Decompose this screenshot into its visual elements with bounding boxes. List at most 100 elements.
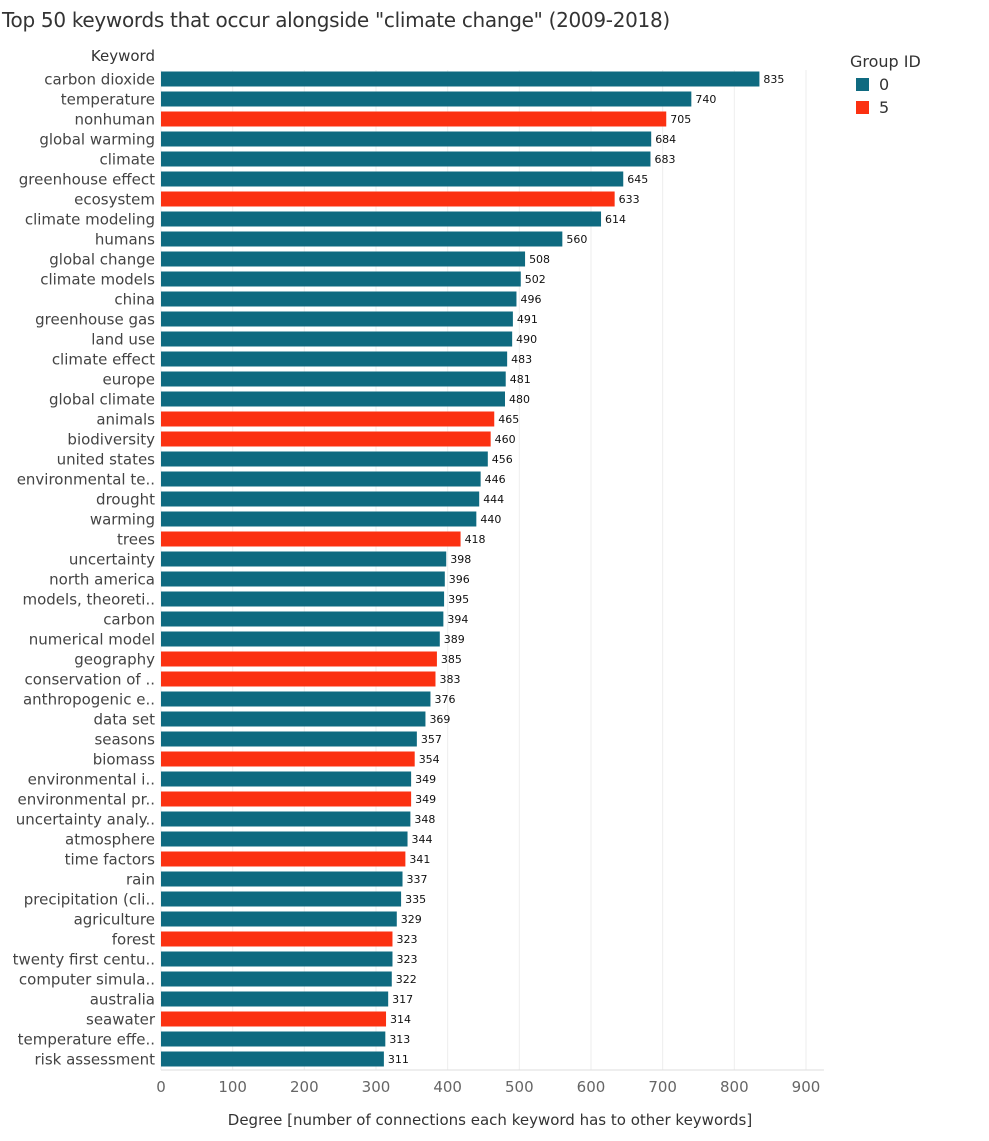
y-axis-title: Keyword [91,47,155,65]
category-label: europe [103,371,156,389]
bar [161,451,488,467]
bar [161,1051,384,1067]
bar [161,431,491,447]
data-label: 369 [429,713,450,726]
x-tick-label: 900 [792,1078,821,1096]
data-label: 376 [434,693,455,706]
category-label: temperature [61,91,155,109]
x-tick-label: 800 [720,1078,749,1096]
bar [161,231,563,247]
data-label: 740 [695,93,716,106]
data-label: 389 [444,633,465,646]
data-label: 683 [654,153,675,166]
category-label: global warming [39,131,155,149]
data-label: 560 [566,233,587,246]
bar [161,311,513,327]
category-label: climate effect [52,351,155,369]
data-label: 483 [511,353,532,366]
bar [161,891,402,907]
category-label: models, theoreti.. [22,591,155,609]
data-label: 385 [441,653,462,666]
data-label: 335 [405,893,426,906]
bar [161,91,692,107]
x-axis-title: Degree [number of connections each keywo… [228,1111,752,1129]
legend-label: 0 [879,75,890,94]
category-label: north america [49,571,155,589]
category-label: carbon dioxide [44,71,155,89]
data-label: 614 [605,213,626,226]
legend-item-5: 5 [850,98,921,117]
bar [161,151,651,167]
bar [161,171,624,187]
data-label: 394 [447,613,468,626]
category-label: seasons [94,731,155,749]
bar [161,731,417,747]
data-label: 337 [407,873,428,886]
bar [161,911,397,927]
x-tick-label: 700 [648,1078,677,1096]
bar [161,851,406,867]
bar [161,391,505,407]
bar [161,831,408,847]
category-label: risk assessment [34,1051,155,1069]
bar [161,251,526,267]
bar [161,511,477,527]
category-label: seawater [86,1011,156,1029]
bar [161,291,517,307]
category-label: atmosphere [65,831,155,849]
data-label: 349 [415,773,436,786]
bar [161,631,440,647]
category-label: united states [57,451,156,469]
bar [161,591,445,607]
category-label: global climate [49,391,155,409]
data-label: 354 [419,753,440,766]
category-label: warming [90,511,155,529]
bar [161,951,393,967]
data-label: 398 [450,553,471,566]
data-label: 508 [529,253,550,266]
category-label: rain [126,871,155,889]
bar [161,711,426,727]
bar [161,531,461,547]
data-label: 395 [448,593,469,606]
data-label: 835 [763,73,784,86]
bar [161,991,389,1007]
x-tick-label: 200 [290,1078,319,1096]
data-label: 329 [401,913,422,926]
bar [161,131,652,147]
bar [161,671,436,687]
category-label: twenty first centu.. [13,951,155,969]
bar [161,211,602,227]
bar [161,811,411,827]
data-label: 323 [396,953,417,966]
bar [161,651,437,667]
legend-item-0: 0 [850,75,921,94]
category-label: drought [96,491,155,509]
category-label: uncertainty analy.. [16,811,155,829]
bar [161,111,667,127]
category-label: china [114,291,155,309]
category-label: global change [49,251,155,269]
category-label: uncertainty [69,551,155,569]
data-label: 456 [492,453,513,466]
bar [161,371,506,387]
data-label: 383 [439,673,460,686]
bar [161,471,481,487]
data-label: 460 [495,433,516,446]
bar [161,751,415,767]
category-label: humans [95,231,155,249]
category-label: environmental pr.. [17,791,155,809]
category-label: computer simula.. [19,971,155,989]
category-label: biomass [93,751,155,769]
data-label: 633 [619,193,640,206]
bar [161,1031,386,1047]
category-label: agriculture [74,911,155,929]
bar [161,971,392,987]
category-label: climate models [40,271,155,289]
bar [161,691,431,707]
x-tick-label: 0 [156,1078,166,1096]
category-label: time factors [65,851,156,869]
category-label: numerical model [29,631,155,649]
chart-title: Top 50 keywords that occur alongside "cl… [2,8,670,32]
